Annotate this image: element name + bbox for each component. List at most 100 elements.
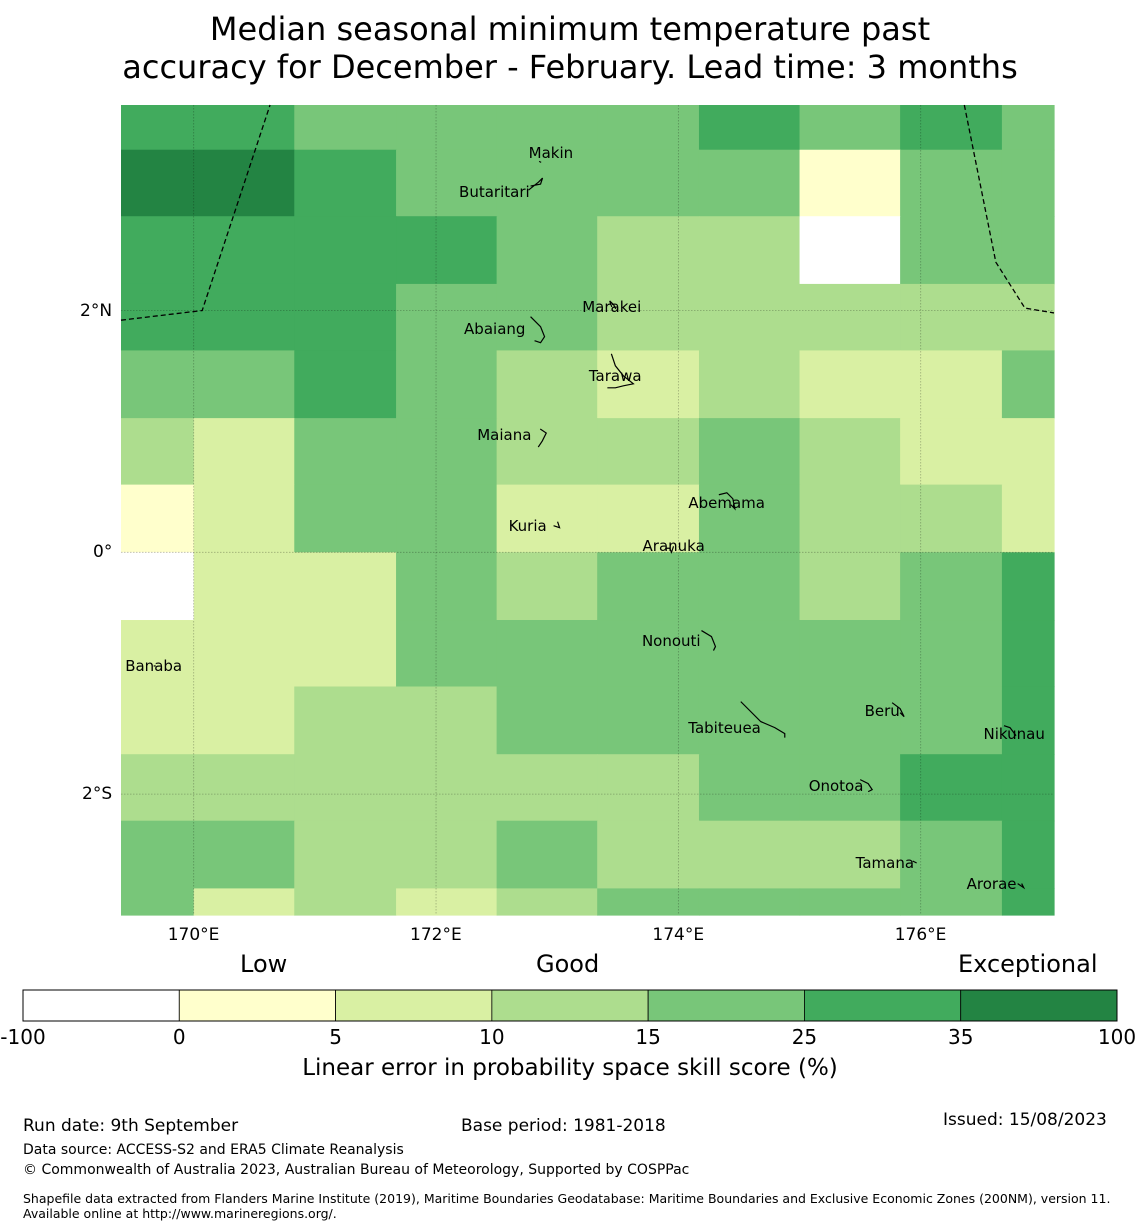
grid-cell xyxy=(294,754,397,822)
grid-cell xyxy=(597,105,700,151)
grid-cell xyxy=(698,418,801,486)
grid-cell xyxy=(121,350,195,419)
island-outline xyxy=(912,860,917,864)
x-tick-label: 170°E xyxy=(167,925,220,945)
grid-cell xyxy=(900,105,1003,151)
grid-cell xyxy=(396,149,498,217)
grid-cell xyxy=(193,888,295,916)
colorbar-tick-label: 100 xyxy=(1097,1025,1137,1049)
grid-cell xyxy=(294,105,397,151)
grid-cell xyxy=(193,149,295,217)
grid-cell xyxy=(1001,418,1055,486)
grid-cell xyxy=(900,820,1003,890)
island-label: Tamana xyxy=(855,854,915,872)
grid-cell xyxy=(496,484,598,553)
island-outlines xyxy=(153,160,1026,890)
grid-cell xyxy=(121,149,195,217)
shapefile-credit: Shapefile data extracted from Flanders M… xyxy=(23,1191,1111,1221)
grid-cell xyxy=(799,686,901,755)
colorbar-category-low: Low xyxy=(240,950,288,978)
grid-cell xyxy=(597,149,700,217)
grid-cell xyxy=(193,105,295,151)
grid-cell xyxy=(294,620,397,688)
grid-cell xyxy=(193,820,295,890)
grid-cell xyxy=(900,686,1003,755)
island-outline xyxy=(537,428,548,448)
eez-boundary-line xyxy=(120,104,271,321)
grid-cell xyxy=(396,484,498,553)
grid-cell xyxy=(900,754,1003,822)
maritime-boundaries xyxy=(120,104,1055,321)
grid-cell xyxy=(698,820,801,890)
grid-cell xyxy=(396,216,498,285)
colorbar-label: Linear error in probability space skill … xyxy=(302,1055,838,1081)
grid-cell xyxy=(396,418,498,486)
grid-cell xyxy=(121,484,195,553)
grid-cell xyxy=(799,283,901,352)
grid-cell xyxy=(294,418,397,486)
grid-cell xyxy=(121,105,195,151)
grid-cell xyxy=(799,620,901,688)
grid-cell xyxy=(698,620,801,688)
eez-boundary-line xyxy=(963,104,1055,314)
colorbar-segment xyxy=(491,989,649,1022)
grid-cell xyxy=(698,552,801,621)
colorbar-tick-label: 10 xyxy=(479,1025,505,1049)
island-label: Tabiteuea xyxy=(688,718,761,737)
grid-cell xyxy=(496,350,598,419)
colorbar-category-exceptional: Exceptional xyxy=(958,950,1098,978)
island-label: Onotoa xyxy=(808,776,864,795)
skill-grid xyxy=(121,105,1055,916)
grid-cell xyxy=(396,105,498,151)
grid-cell xyxy=(294,283,397,352)
island-label: Abemama xyxy=(688,493,765,512)
island-label: Beru xyxy=(864,701,900,720)
grid-cell xyxy=(900,418,1003,486)
colorbar-category-good: Good xyxy=(536,950,600,978)
island-label: Marakei xyxy=(582,297,642,316)
grid-cell xyxy=(900,888,1003,916)
grid-cell xyxy=(900,149,1003,217)
island-label: Tarawa xyxy=(588,366,642,385)
grid-cell xyxy=(496,686,598,755)
island-label: Maiana xyxy=(477,426,532,445)
grid-cell xyxy=(496,216,598,285)
grid-cell xyxy=(121,888,195,916)
grid-cell xyxy=(799,552,901,621)
grid-cell xyxy=(1001,149,1055,217)
grid-cell xyxy=(799,754,901,822)
x-tick-label: 174°E xyxy=(652,925,705,945)
grid-cell xyxy=(597,686,700,755)
grid-cell xyxy=(698,216,801,285)
gridlines xyxy=(121,105,1054,915)
island-outline xyxy=(665,546,675,554)
island-label: Abaiang xyxy=(464,319,526,338)
island-label: Nikunau xyxy=(983,724,1045,743)
y-tick-label: 0° xyxy=(93,542,113,563)
grid-cell xyxy=(1001,820,1055,890)
grid-cell xyxy=(294,149,397,217)
grid-cell xyxy=(193,216,295,285)
grid-cell xyxy=(597,888,700,916)
island-outline xyxy=(538,160,542,163)
grid-cell xyxy=(900,620,1003,688)
grid-cell xyxy=(900,216,1003,285)
grid-cell xyxy=(1001,484,1055,553)
title-line-1: Median seasonal minimum temperature past xyxy=(209,10,931,48)
grid-cell xyxy=(597,418,700,486)
base-period: Base period: 1981-2018 xyxy=(461,1116,666,1136)
colorbar xyxy=(22,989,1118,1022)
grid-cell xyxy=(698,350,801,419)
grid-cell xyxy=(597,283,700,352)
grid-cell xyxy=(294,686,397,755)
island-label: Arorae xyxy=(966,874,1017,893)
grid-cell xyxy=(597,820,700,890)
grid-cell xyxy=(1001,620,1055,688)
grid-cell xyxy=(496,620,598,688)
data-source: Data source: ACCESS-S2 and ERA5 Climate … xyxy=(23,1142,404,1158)
grid-cell xyxy=(396,552,498,621)
grid-cell xyxy=(597,216,700,285)
island-outline xyxy=(718,492,736,511)
grid-cell xyxy=(799,820,901,890)
